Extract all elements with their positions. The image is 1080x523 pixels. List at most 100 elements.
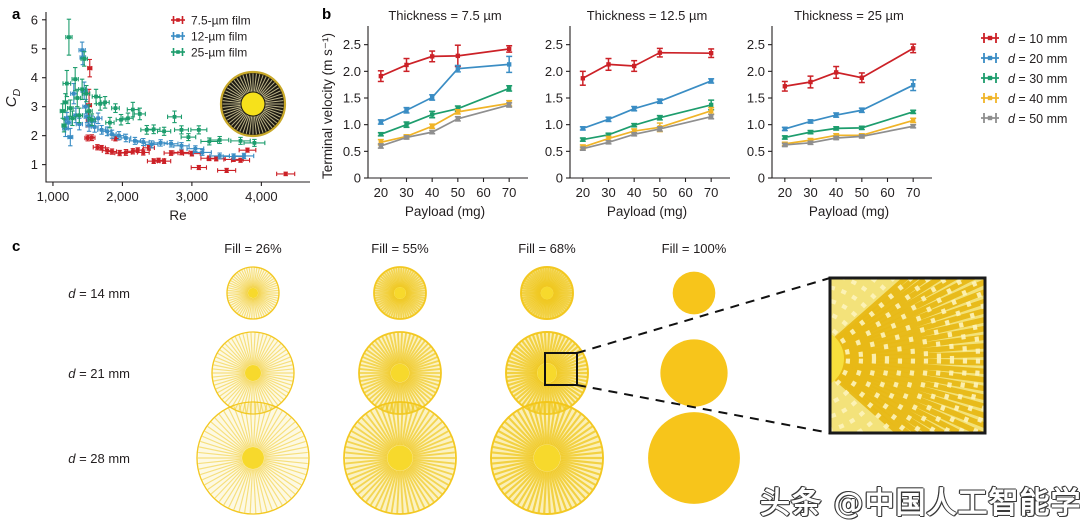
panel-c-flier-blade xyxy=(406,468,430,506)
panel-a-data-point xyxy=(186,135,191,140)
panel-c-flier-blade xyxy=(409,465,443,495)
panel-c-flier-blade xyxy=(219,349,247,369)
panel-b-data-point xyxy=(833,126,839,131)
panel-b-series xyxy=(579,113,715,152)
microflier-icon-blade xyxy=(261,82,275,96)
panel-c-flier-blade xyxy=(513,377,540,397)
panel-b-axes xyxy=(771,26,932,179)
panel-c-flier-blade xyxy=(246,332,253,365)
panel-c-flier-28mm-68pct xyxy=(490,401,604,515)
panel-c-flier-blade xyxy=(402,297,415,316)
panel-c-flier-blade xyxy=(385,381,398,412)
panel-c-flier-blade xyxy=(404,380,423,408)
panel-c-flier-blade xyxy=(254,269,265,289)
panel-c-flier-blade xyxy=(549,381,563,412)
panel-a-data-point xyxy=(99,127,104,132)
panel-c-flier-blade xyxy=(244,403,252,448)
panel-c-flier-blade xyxy=(233,275,250,291)
panel-c-flier-blade xyxy=(555,417,586,449)
panel-c-flier-hub xyxy=(394,287,406,299)
panel-c-flier-blade xyxy=(214,465,246,499)
panel-c-flier-blade xyxy=(405,379,429,403)
panel-c-flier-blade xyxy=(557,464,593,491)
panel-c-flier-blade xyxy=(263,446,308,457)
panel-c-flier-blade xyxy=(399,332,403,364)
panel-c-flier-blade xyxy=(492,445,534,457)
microflier-icon-blade xyxy=(223,106,241,112)
microflier-icon xyxy=(219,70,287,138)
panel-c-flier-hub xyxy=(247,287,259,299)
panel-c-flier-blade xyxy=(259,377,287,397)
panel-c-flier-blade xyxy=(214,360,246,372)
panel-a-y-tick-label: 5 xyxy=(31,41,38,56)
microflier-icon-blade xyxy=(225,108,242,118)
panel-c-flier-blade xyxy=(263,435,304,455)
panel-a-data-point xyxy=(87,123,91,128)
panel-c-flier-blade xyxy=(368,345,394,368)
panel-c-inset-blade xyxy=(839,359,985,383)
panel-c-flier-blade xyxy=(260,465,292,499)
panel-c-flier-blade xyxy=(228,293,249,302)
microflier-icon-blade xyxy=(245,116,251,134)
microflier-icon-blade xyxy=(264,108,281,118)
panel-b-series xyxy=(377,102,513,149)
panel-c-flier-blade xyxy=(233,295,250,311)
panel-c-flier-hub xyxy=(390,363,410,383)
panel-c-flier-blade xyxy=(508,359,538,372)
panel-b-data-point xyxy=(506,102,512,108)
panel-a-data-point xyxy=(110,149,114,154)
panel-a-legend: 7.5-µm film 12-µm film 25-µm film xyxy=(171,14,251,60)
panel-c-flier-14mm-55pct xyxy=(373,266,427,320)
microflier-icon-blade xyxy=(265,104,284,108)
panel-c-flier-blade xyxy=(210,464,245,495)
panel-c-flier-hub xyxy=(242,447,264,469)
panel-c-flier-blade xyxy=(357,465,391,495)
panel-c-flier-blade xyxy=(260,375,291,390)
panel-c-flier-blade xyxy=(560,458,602,465)
panel-a-data-point xyxy=(149,142,154,147)
panel-a-data-point xyxy=(123,136,128,140)
panel-b-x-tick-label: 20 xyxy=(778,185,792,200)
microflier-icon-blade xyxy=(264,93,282,101)
microflier-icon-blade xyxy=(236,114,247,131)
panel-c-flier-blade xyxy=(362,356,392,371)
panel-a-data-point xyxy=(63,100,68,105)
panel-c-flier-blade xyxy=(228,408,249,449)
microflier-icon-blade xyxy=(236,77,247,94)
panel-c-flier-blade xyxy=(507,363,538,373)
microflier-icon-blade xyxy=(256,115,264,133)
panel-b-y-axis-title: Terminal velocity (m s⁻¹) xyxy=(320,33,335,179)
panel-c-flier-blade xyxy=(388,381,399,413)
panel-a-data-point xyxy=(68,135,73,140)
panel-c-flier-blade xyxy=(504,421,538,450)
microflier-icon-blade xyxy=(228,84,244,97)
zoomed-micrograph-inset xyxy=(830,278,985,433)
panel-a-data-point xyxy=(85,136,90,140)
panel-b-data-point xyxy=(606,117,611,122)
panel-c-flier-blade xyxy=(251,267,254,288)
panel-c-flier-blade xyxy=(392,298,400,319)
microflier-icon-blade xyxy=(262,111,278,124)
panel-c-flier-blade xyxy=(559,462,599,481)
panel-a-series xyxy=(84,58,296,177)
panel-a-x-tick-label: 3,000 xyxy=(176,189,209,204)
panel-c-flier-blade xyxy=(249,402,254,447)
panel-b-data-point xyxy=(606,136,611,141)
panel-c-flier-blade xyxy=(399,298,403,319)
panel-c-flier-blade xyxy=(248,267,253,288)
panel-a-y-tick-label: 3 xyxy=(31,99,38,114)
panel-a-data-point xyxy=(67,35,71,40)
panel-c-flier-blade xyxy=(385,297,398,316)
panel-c-flier-blade xyxy=(231,338,250,367)
panel-c-flier-blade xyxy=(260,360,292,372)
panel-a-data-point xyxy=(130,107,135,112)
panel-c-flier-rim xyxy=(226,266,280,320)
panel-c-flier-blade xyxy=(407,413,435,449)
panel-a-data-point xyxy=(158,140,163,145)
panel-c-flier-blade xyxy=(550,405,568,446)
panel-c-flier-blade xyxy=(359,373,391,379)
panel-c-flier-blade xyxy=(224,343,248,368)
panel-c-flier-blade xyxy=(374,408,396,447)
panel-c-flier-14mm-68pct xyxy=(520,266,574,320)
panel-c-flier-blade xyxy=(257,408,278,449)
